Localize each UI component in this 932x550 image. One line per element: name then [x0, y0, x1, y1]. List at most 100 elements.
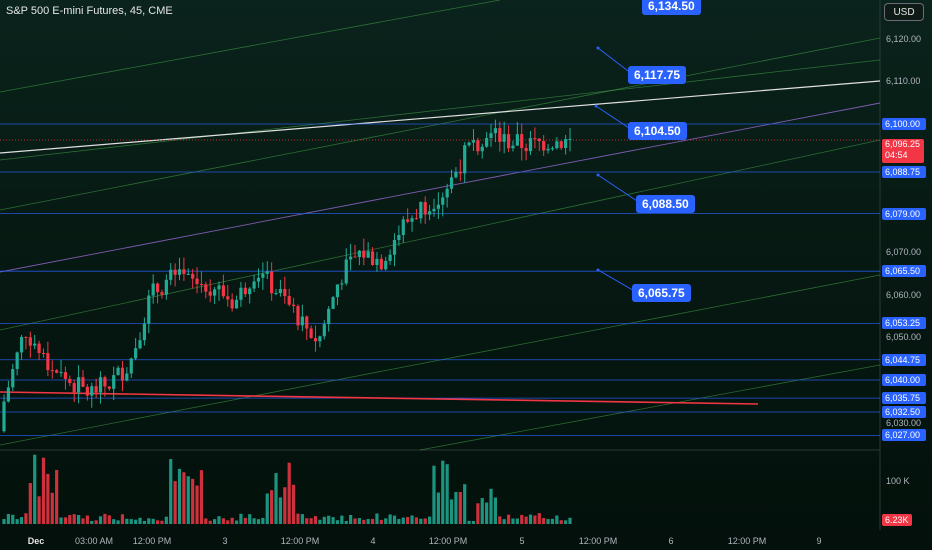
candle-body [520, 134, 524, 148]
candle-body [129, 358, 133, 374]
price-callout[interactable]: 6,104.50 [628, 122, 687, 140]
candle-body [467, 142, 471, 146]
volume-bar [493, 497, 498, 524]
price-callout[interactable]: 6,117.75 [628, 66, 687, 84]
time-axis-label: 6 [668, 536, 674, 546]
candle-body [384, 260, 388, 270]
volume-bar [186, 476, 190, 524]
candle-body [195, 278, 199, 284]
purple-trendline [0, 102, 881, 273]
currency-button[interactable]: USD [884, 3, 924, 21]
volume-bar [322, 516, 326, 524]
level-price-tag: 6,035.75 [882, 392, 926, 405]
volume-bar [164, 516, 168, 524]
price-callout[interactable]: 6,088.50 [636, 195, 695, 213]
volume-bar [327, 515, 331, 524]
volume-bar [151, 518, 155, 524]
volume-bar [41, 457, 46, 524]
price-axis-tick: 6,110.00 [886, 76, 921, 87]
candle-body [103, 377, 107, 387]
volume-bar [208, 520, 212, 524]
candle-body [112, 375, 116, 389]
volume-bar [471, 520, 476, 524]
candle-body [480, 146, 484, 152]
volume-bar [406, 517, 410, 524]
time-axis-label: 12:00 PM [578, 536, 618, 546]
candle-body [419, 202, 423, 219]
volume-bar [445, 464, 449, 524]
candle-body [50, 370, 54, 372]
candle-body [331, 297, 335, 309]
candle-body [76, 377, 81, 393]
volume-bar [476, 503, 480, 524]
candle-body [107, 386, 111, 389]
volume-bar [331, 517, 335, 524]
volume-bar [555, 515, 559, 524]
candle-body [98, 377, 103, 393]
volume-bar [2, 519, 6, 524]
time-axis-label: 4 [370, 536, 376, 546]
volume-bar [155, 520, 160, 524]
candle-body [283, 288, 287, 297]
candle-body [160, 292, 164, 295]
volume-bar [568, 517, 572, 524]
candle-body [432, 208, 436, 212]
candle-body [134, 348, 138, 359]
volume-bar [261, 517, 265, 524]
last-price-value: 6,096.25 [885, 139, 921, 149]
volume-bar [173, 481, 177, 524]
candle-body [406, 219, 410, 222]
time-axis-label: 12:00 PM [428, 536, 468, 546]
white-trendline [0, 80, 881, 154]
price-callout[interactable]: 6,065.75 [632, 284, 691, 302]
candle-body [256, 277, 261, 282]
volume-bar [94, 520, 98, 524]
volume-bar [401, 517, 405, 524]
candle-body [72, 383, 76, 393]
candle-body [344, 259, 348, 284]
volume-bar [204, 518, 208, 524]
symbol-title: S&P 500 E-mini Futures, 45, CME [6, 5, 173, 17]
candle-body [454, 171, 458, 178]
volume-current-tag: 6.23K [882, 514, 912, 526]
volume-bar [542, 517, 546, 524]
candle-body [46, 353, 50, 371]
candle-body [37, 343, 41, 353]
volume-bar [511, 518, 515, 524]
candle-body [125, 373, 129, 381]
candle-body [362, 250, 366, 258]
candle-body [335, 284, 340, 298]
price-callout[interactable]: 6,134.50 [642, 0, 701, 15]
volume-bar [11, 514, 15, 524]
volume-bar [85, 515, 89, 524]
volume-bar [107, 515, 111, 524]
volume-bar [546, 519, 550, 524]
candle-body [55, 370, 59, 373]
volume-bar [129, 519, 133, 524]
candle-body [147, 295, 151, 324]
volume-bar [370, 518, 375, 524]
volume-bar [454, 492, 458, 524]
volume-bar [252, 518, 256, 524]
candle-body [234, 299, 239, 309]
candle-body [265, 271, 269, 274]
volume-bar [191, 478, 195, 524]
candle-body [164, 279, 168, 295]
volume-bar [270, 490, 274, 524]
volume-bar [559, 520, 563, 524]
candle-body [305, 316, 309, 329]
candle-body [278, 288, 283, 294]
last-price-tag: 6,096.25 04:54 [882, 139, 924, 163]
volume-bar [506, 514, 511, 524]
candle-body [120, 367, 125, 381]
candle-body [15, 352, 19, 370]
candle-body [177, 269, 182, 275]
candle-body [186, 273, 190, 275]
volume-bar [313, 516, 318, 524]
volume-bar [6, 513, 10, 524]
candle-body [427, 211, 432, 215]
level-price-tag: 6,100.00 [882, 118, 926, 130]
time-axis-label: 12:00 PM [280, 536, 320, 546]
candle-body [524, 147, 528, 152]
